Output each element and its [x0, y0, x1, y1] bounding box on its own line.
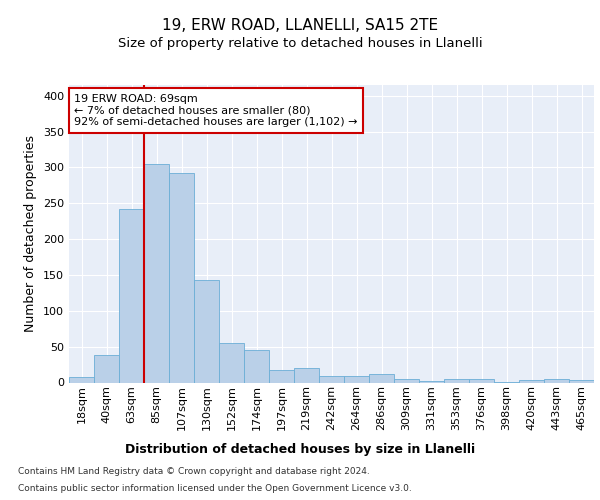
- Bar: [544, 379, 569, 382]
- Text: Contains HM Land Registry data © Crown copyright and database right 2024.: Contains HM Land Registry data © Crown c…: [18, 468, 370, 476]
- Bar: [444, 379, 469, 382]
- Bar: [469, 379, 494, 382]
- Bar: [244, 350, 269, 382]
- Text: 19 ERW ROAD: 69sqm
← 7% of detached houses are smaller (80)
92% of semi-detached: 19 ERW ROAD: 69sqm ← 7% of detached hous…: [74, 94, 358, 127]
- Bar: [294, 368, 319, 382]
- Text: Distribution of detached houses by size in Llanelli: Distribution of detached houses by size …: [125, 442, 475, 456]
- Bar: [144, 164, 169, 382]
- Bar: [344, 376, 369, 382]
- Bar: [369, 374, 394, 382]
- Bar: [169, 173, 194, 382]
- Bar: [119, 209, 144, 382]
- Text: Size of property relative to detached houses in Llanelli: Size of property relative to detached ho…: [118, 38, 482, 51]
- Bar: [419, 381, 444, 382]
- Bar: [94, 356, 119, 382]
- Text: 19, ERW ROAD, LLANELLI, SA15 2TE: 19, ERW ROAD, LLANELLI, SA15 2TE: [162, 18, 438, 32]
- Y-axis label: Number of detached properties: Number of detached properties: [25, 135, 37, 332]
- Bar: [569, 380, 594, 382]
- Bar: [219, 343, 244, 382]
- Bar: [269, 370, 294, 382]
- Bar: [319, 376, 344, 382]
- Bar: [519, 380, 544, 382]
- Bar: [69, 377, 94, 382]
- Text: Contains public sector information licensed under the Open Government Licence v3: Contains public sector information licen…: [18, 484, 412, 493]
- Bar: [194, 280, 219, 382]
- Bar: [394, 379, 419, 382]
